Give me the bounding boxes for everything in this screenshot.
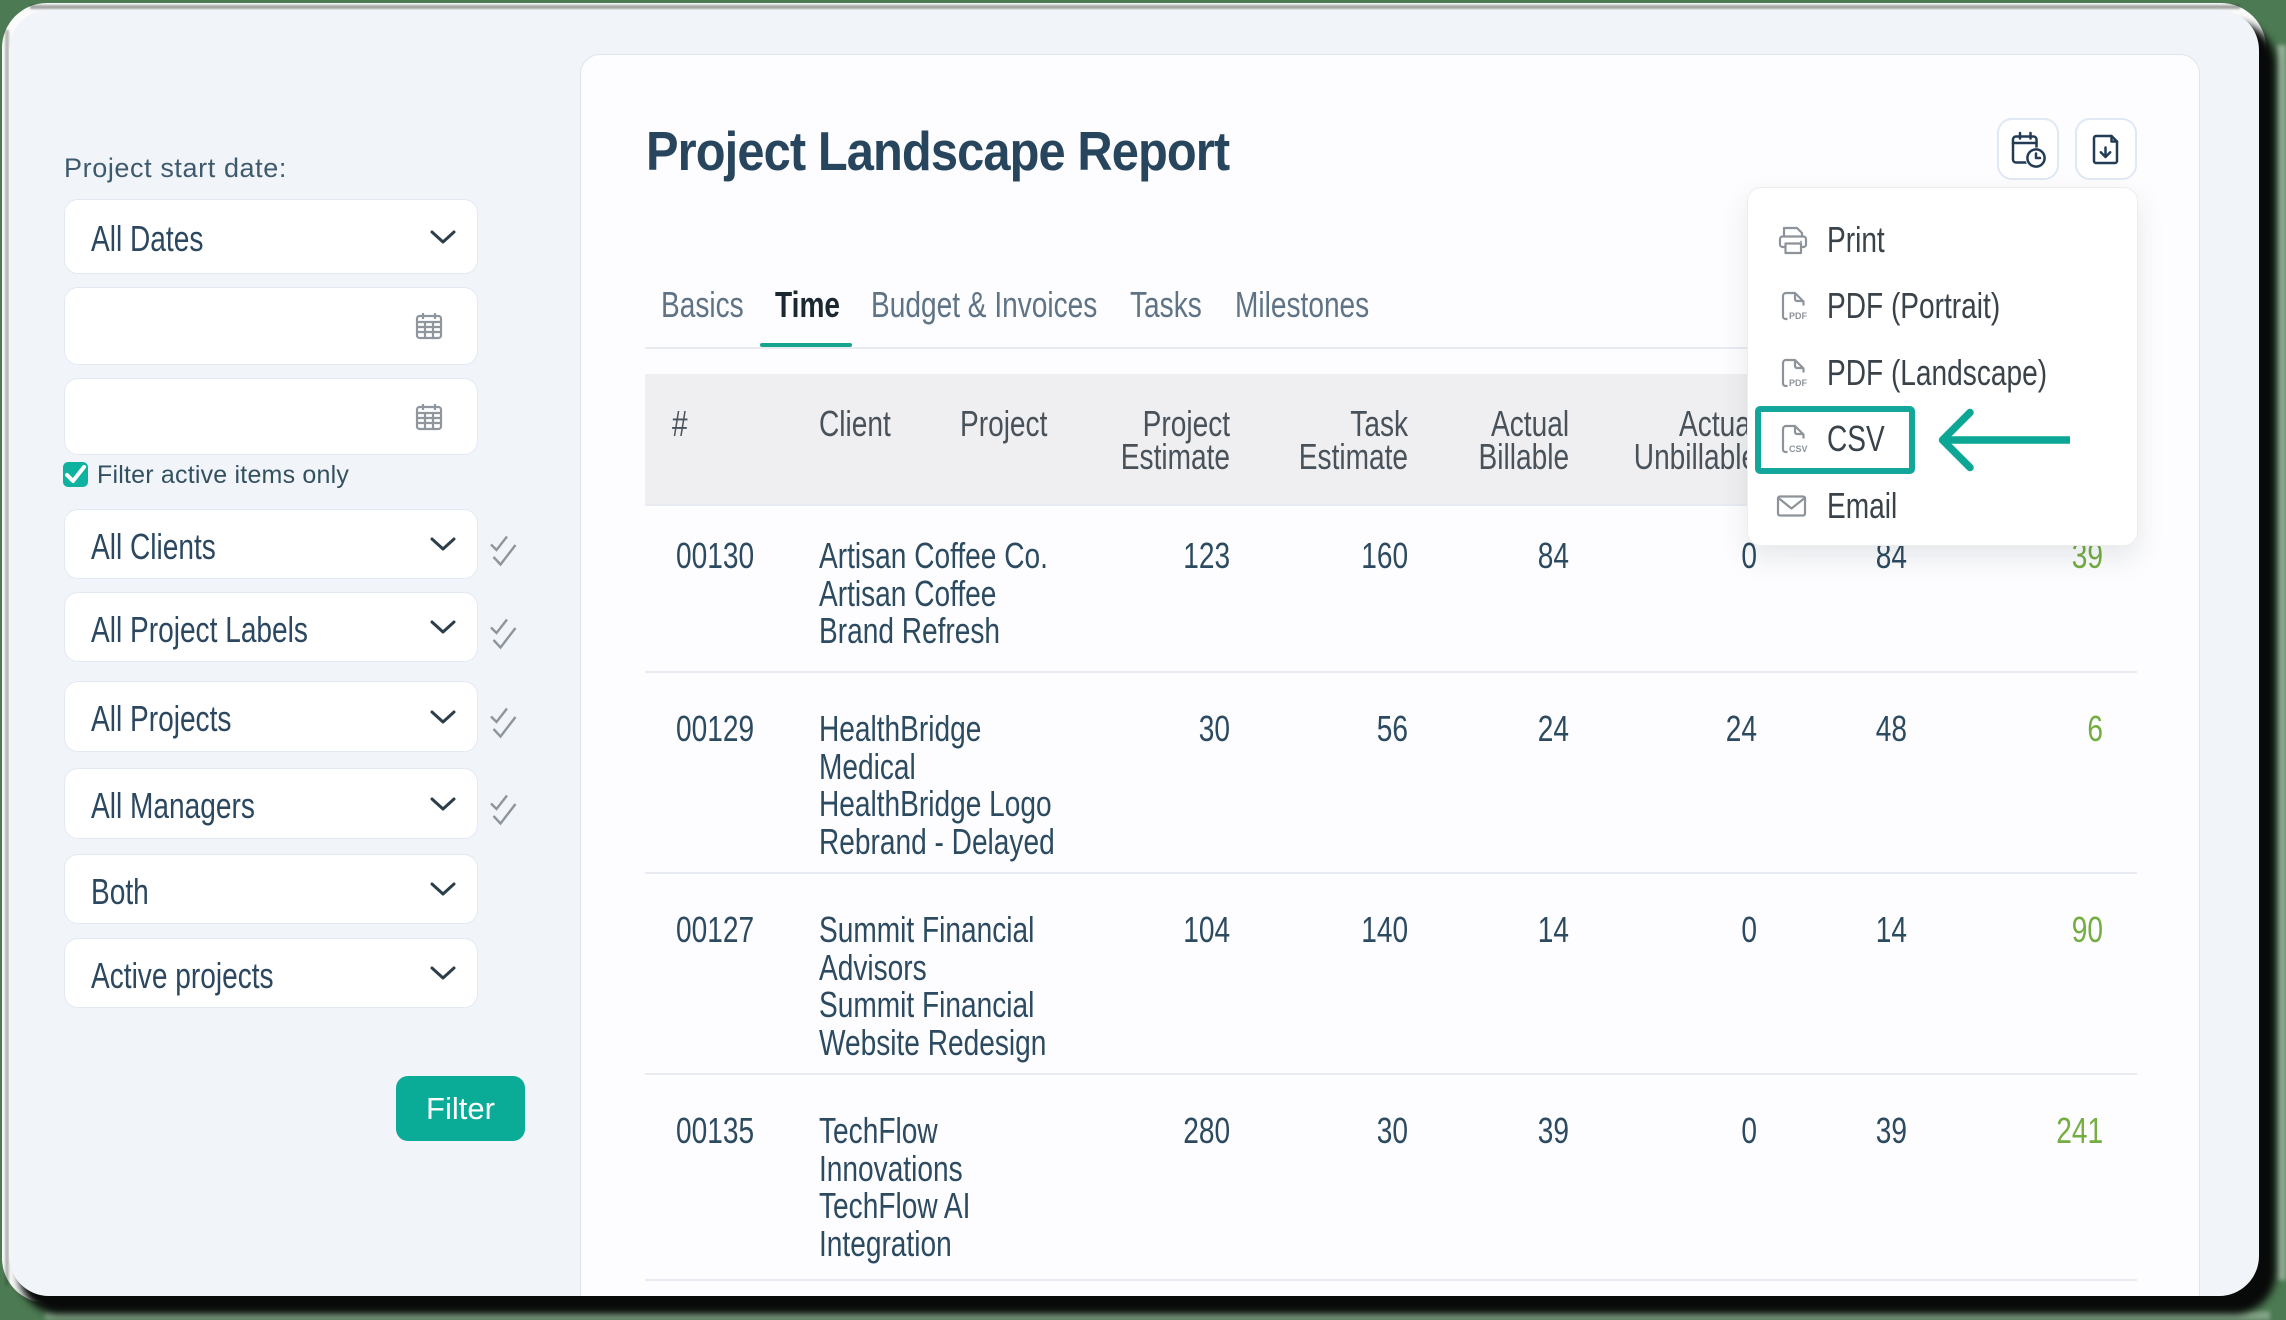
svg-text:PDF: PDF: [1789, 378, 1808, 388]
svg-text:PDF: PDF: [1789, 311, 1808, 321]
svg-text:CSV: CSV: [1789, 444, 1808, 454]
